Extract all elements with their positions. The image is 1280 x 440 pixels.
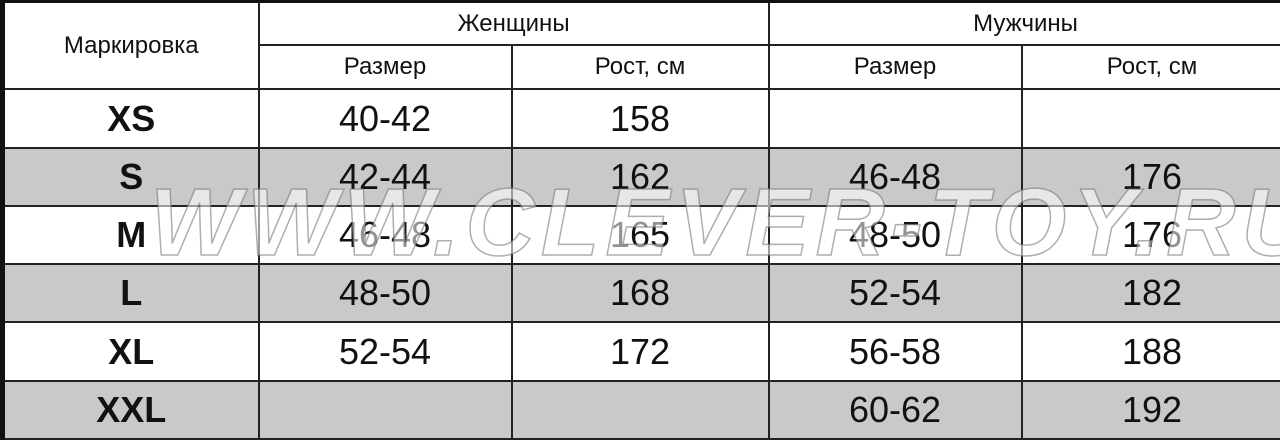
table-row: XXL 60-62 192 [1, 379, 1280, 440]
women-size [257, 379, 513, 440]
women-size: 46-48 [257, 204, 513, 266]
men-size: 56-58 [767, 321, 1023, 382]
men-size: 46-48 [767, 146, 1023, 207]
header-women-size: Размер [257, 44, 513, 91]
header-men-height: Рост, см [1020, 44, 1280, 91]
size-mark: XS [1, 88, 260, 149]
men-size: 60-62 [767, 379, 1023, 440]
size-mark: M [1, 204, 260, 266]
women-size: 40-42 [257, 88, 513, 149]
header-marking: Маркировка [1, 0, 260, 91]
women-height: 165 [510, 204, 770, 266]
women-height: 168 [510, 263, 770, 324]
men-size: 48-50 [767, 204, 1023, 266]
size-mark: XXL [1, 379, 260, 440]
size-mark: XL [1, 321, 260, 382]
table-row: S 42-44 162 46-48 176 [1, 146, 1280, 207]
women-height [510, 379, 770, 440]
header-men-size: Размер [767, 44, 1023, 91]
women-height: 162 [510, 146, 770, 207]
header-row-columns: Размер Рост, см Размер Рост, см [3, 44, 1280, 91]
header-men: Мужчины [767, 0, 1280, 47]
men-height: 192 [1020, 379, 1280, 440]
women-size: 52-54 [257, 321, 513, 382]
men-height: 176 [1020, 146, 1280, 207]
men-height: 188 [1020, 321, 1280, 382]
men-height: 182 [1020, 263, 1280, 324]
women-size: 42-44 [257, 146, 513, 207]
size-mark: L [1, 263, 260, 324]
table-row: L 48-50 168 52-54 182 [1, 263, 1280, 324]
men-size: 52-54 [767, 263, 1023, 324]
size-mark: S [1, 146, 260, 207]
men-height [1020, 88, 1280, 149]
header-row-groups: Маркировка Женщины Мужчины [1, 0, 1280, 91]
women-height: 158 [510, 88, 770, 149]
women-height: 172 [510, 321, 770, 382]
men-size [767, 88, 1023, 149]
men-height: 176 [1020, 204, 1280, 266]
table-row: M 46-48 165 48-50 176 [1, 204, 1280, 266]
table-row: XS 40-42 158 [1, 88, 1280, 149]
header-women-height: Рост, см [510, 44, 770, 91]
women-size: 48-50 [257, 263, 513, 324]
header-women: Женщины [257, 0, 770, 47]
table-row: XL 52-54 172 56-58 188 [1, 321, 1280, 382]
